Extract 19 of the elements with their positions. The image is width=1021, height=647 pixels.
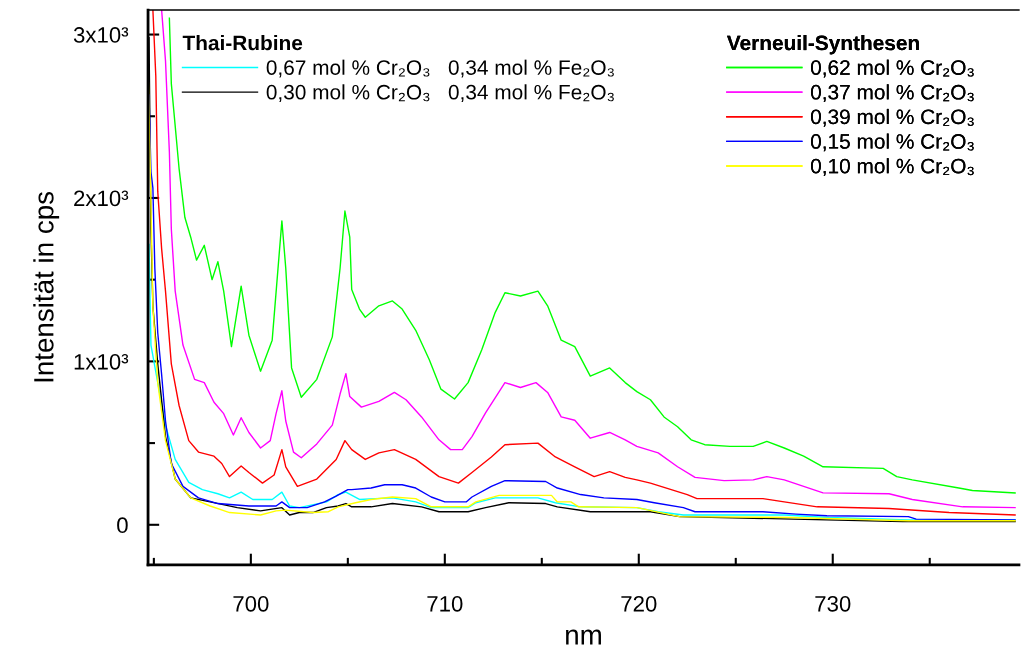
y-axis-title: Intensität in cps bbox=[33, 191, 60, 382]
x-tick-label: 720 bbox=[621, 595, 657, 612]
legend-label: 0,30 mol % Cr₂O₃ 0,34 mol % Fe₂O₃ bbox=[266, 84, 614, 103]
x-axis-title: nm bbox=[566, 629, 601, 645]
text: Thai-Rubine bbox=[182, 35, 303, 51]
x-tick-label: 730 bbox=[815, 595, 851, 612]
legend-label: 0,10 mol % Cr₂O₃ bbox=[810, 158, 974, 176]
y-tick-label: 1x10³ bbox=[74, 353, 129, 370]
y-tick-label: 3x10³ bbox=[73, 27, 129, 43]
legend-label: 0,37 mol % Cr₂O₃ bbox=[810, 84, 974, 103]
y-tick-label: 2x10³ bbox=[74, 190, 129, 207]
legend-label: 0,39 mol % Cr₂O₃ bbox=[810, 108, 974, 127]
x-tick-label: 700 bbox=[233, 595, 269, 612]
text: Verneuil-Synthesen bbox=[726, 35, 919, 55]
legend-label: 0,15 mol % Cr₂O₃ bbox=[810, 133, 974, 152]
legend-label: 0,62 mol % Cr₂O₃ bbox=[810, 59, 974, 78]
x-tick-label: 710 bbox=[427, 595, 463, 612]
legend-label: 0,67 mol % Cr₂O₃ 0,34 mol % Fe₂O₃ bbox=[266, 59, 614, 78]
y-tick-label: 0 bbox=[117, 517, 128, 534]
